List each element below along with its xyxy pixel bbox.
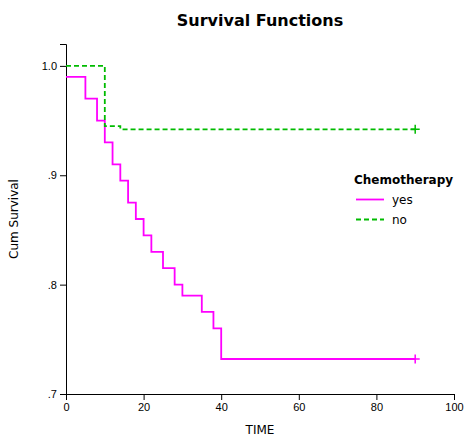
x-tick-label: 20 — [138, 401, 150, 413]
x-tick-mark — [221, 394, 222, 400]
x-axis-line — [67, 395, 455, 401]
y-axis-title: Cum Survival — [7, 179, 21, 259]
survival-line — [66, 66, 415, 129]
censored-mark — [411, 125, 420, 134]
x-tick-label: 40 — [216, 401, 228, 413]
y-tick-mark — [60, 66, 66, 67]
y-tick-mark — [60, 175, 66, 176]
y-tick: 1.0 — [42, 60, 66, 72]
x-tick-mark — [454, 394, 455, 400]
y-tick-mark — [60, 285, 66, 286]
legend-label: yes — [392, 193, 413, 207]
legend-swatch — [356, 199, 384, 201]
plot-area: 0 20 40 60 80 100 .7 .8 .9 1.0 Chemotherapy yes no — [42, 45, 464, 413]
x-tick: 80 — [371, 394, 383, 413]
y-tick-label: 1.0 — [42, 60, 57, 72]
x-tick: 100 — [445, 394, 463, 413]
y-axis: .7 .8 .9 1.0 — [42, 45, 67, 401]
y-tick: .8 — [48, 279, 66, 291]
marks — [66, 66, 420, 364]
title: Survival Functions — [177, 11, 343, 30]
y-tick: .7 — [48, 388, 66, 400]
y-tick: .9 — [48, 169, 66, 181]
y-tick-label: .9 — [48, 169, 57, 181]
x-tick-label: 80 — [371, 401, 383, 413]
legend-title: Chemotherapy — [354, 173, 453, 187]
y-tick-label: .7 — [48, 388, 57, 400]
x-tick-mark — [376, 394, 377, 400]
x-tick-mark — [144, 394, 145, 400]
x-tick-mark — [299, 394, 300, 400]
x-tick: 40 — [216, 394, 228, 413]
chart: 0 20 40 60 80 100 .7 .8 .9 1.0 Chemotherapy yes no Su… — [0, 0, 474, 446]
x-tick: 60 — [293, 394, 305, 413]
y-axis-line — [60, 45, 67, 395]
x-tick: 20 — [138, 394, 150, 413]
x-tick-label: 60 — [293, 401, 305, 413]
legend-label: no — [392, 213, 407, 227]
y-tick-label: .8 — [48, 279, 57, 291]
x-axis-title: TIME — [245, 423, 275, 437]
survival-line — [66, 77, 415, 359]
legend-swatch — [356, 219, 384, 221]
x-axis: 0 20 40 60 80 100 — [63, 394, 463, 413]
x-tick: 0 — [63, 394, 69, 413]
censored-mark — [411, 355, 420, 364]
legend: Chemotherapy yes no — [354, 173, 453, 227]
x-tick-label: 0 — [63, 401, 69, 413]
x-tick-label: 100 — [445, 401, 463, 413]
y-tick-mark — [60, 394, 66, 395]
